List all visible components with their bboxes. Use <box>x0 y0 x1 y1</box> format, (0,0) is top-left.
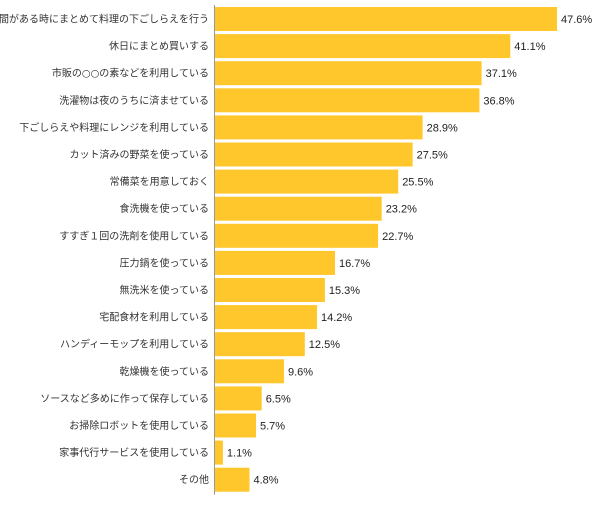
bar <box>215 467 250 492</box>
category-label: 常備菜を用意しておく <box>110 175 209 188</box>
value-label: 22.7% <box>382 231 413 243</box>
value-label: 14.2% <box>321 312 352 324</box>
category-label: 市販の○○の素などを利用している <box>52 67 209 80</box>
value-label: 47.6% <box>561 14 592 26</box>
category-label: 乾燥機を使っている <box>120 365 210 378</box>
category-label: その他 <box>179 473 209 486</box>
category-label: ソースなど多めに作って保存している <box>40 392 209 405</box>
bar <box>215 440 223 465</box>
value-label: 41.1% <box>514 41 545 53</box>
bar <box>215 34 511 59</box>
value-label: 15.3% <box>329 285 360 297</box>
category-label: 時間がある時にまとめて料理の下ごしらえを行う <box>0 13 209 26</box>
value-label: 4.8% <box>254 475 279 487</box>
bar <box>215 305 317 330</box>
category-label: 食洗機を使っている <box>120 202 210 215</box>
bar <box>215 115 423 140</box>
value-label: 36.8% <box>483 95 514 107</box>
category-label: 下ごしらえや料理にレンジを利用している <box>19 121 209 134</box>
category-label: カット済みの野菜を使っている <box>70 148 210 161</box>
category-label: 宅配食材を利用している <box>99 311 209 324</box>
category-labels-group: 時間がある時にまとめて料理の下ごしらえを行う休日にまとめ買いする市販の○○の素な… <box>0 13 209 487</box>
value-label: 28.9% <box>427 122 458 134</box>
bar <box>215 332 305 357</box>
bars-group <box>215 7 557 492</box>
value-label: 23.2% <box>386 204 417 216</box>
bar <box>215 278 325 302</box>
value-label: 25.5% <box>402 177 433 189</box>
bar <box>215 250 335 275</box>
value-label: 12.5% <box>309 339 340 351</box>
category-label: 無洗米を使っている <box>120 284 210 297</box>
value-label: 9.6% <box>288 366 313 378</box>
bar <box>215 88 480 113</box>
bar <box>215 61 482 86</box>
category-label: すすぎ１回の洗剤を使用している <box>59 229 209 242</box>
value-label: 6.5% <box>266 393 291 405</box>
value-label: 16.7% <box>339 258 370 270</box>
bar <box>215 142 413 167</box>
bar <box>215 413 256 438</box>
bar <box>215 359 284 384</box>
bar <box>215 196 382 221</box>
category-label: 家事代行サービスを使用している <box>59 446 209 459</box>
bar <box>215 169 399 194</box>
bar <box>215 223 379 248</box>
bar <box>215 7 557 31</box>
category-label: 洗濯物は夜のうちに済ませている <box>59 94 209 107</box>
value-label: 1.1% <box>227 448 252 460</box>
category-label: お掃除ロボットを使用している <box>69 419 209 432</box>
value-labels-group: 47.6% 41.1% 37.1% 36.8% 28.9% 27.5% 25.5% 23.2%… <box>227 14 593 487</box>
value-label: 37.1% <box>486 68 517 80</box>
category-label: ハンディーモップを利用している <box>60 338 209 351</box>
bar <box>215 386 262 411</box>
value-label: 27.5% <box>417 150 448 162</box>
value-label: 5.7% <box>260 421 285 433</box>
category-label: 圧力鍋を使っている <box>120 256 210 269</box>
category-label: 休日にまとめ買いする <box>109 41 209 53</box>
